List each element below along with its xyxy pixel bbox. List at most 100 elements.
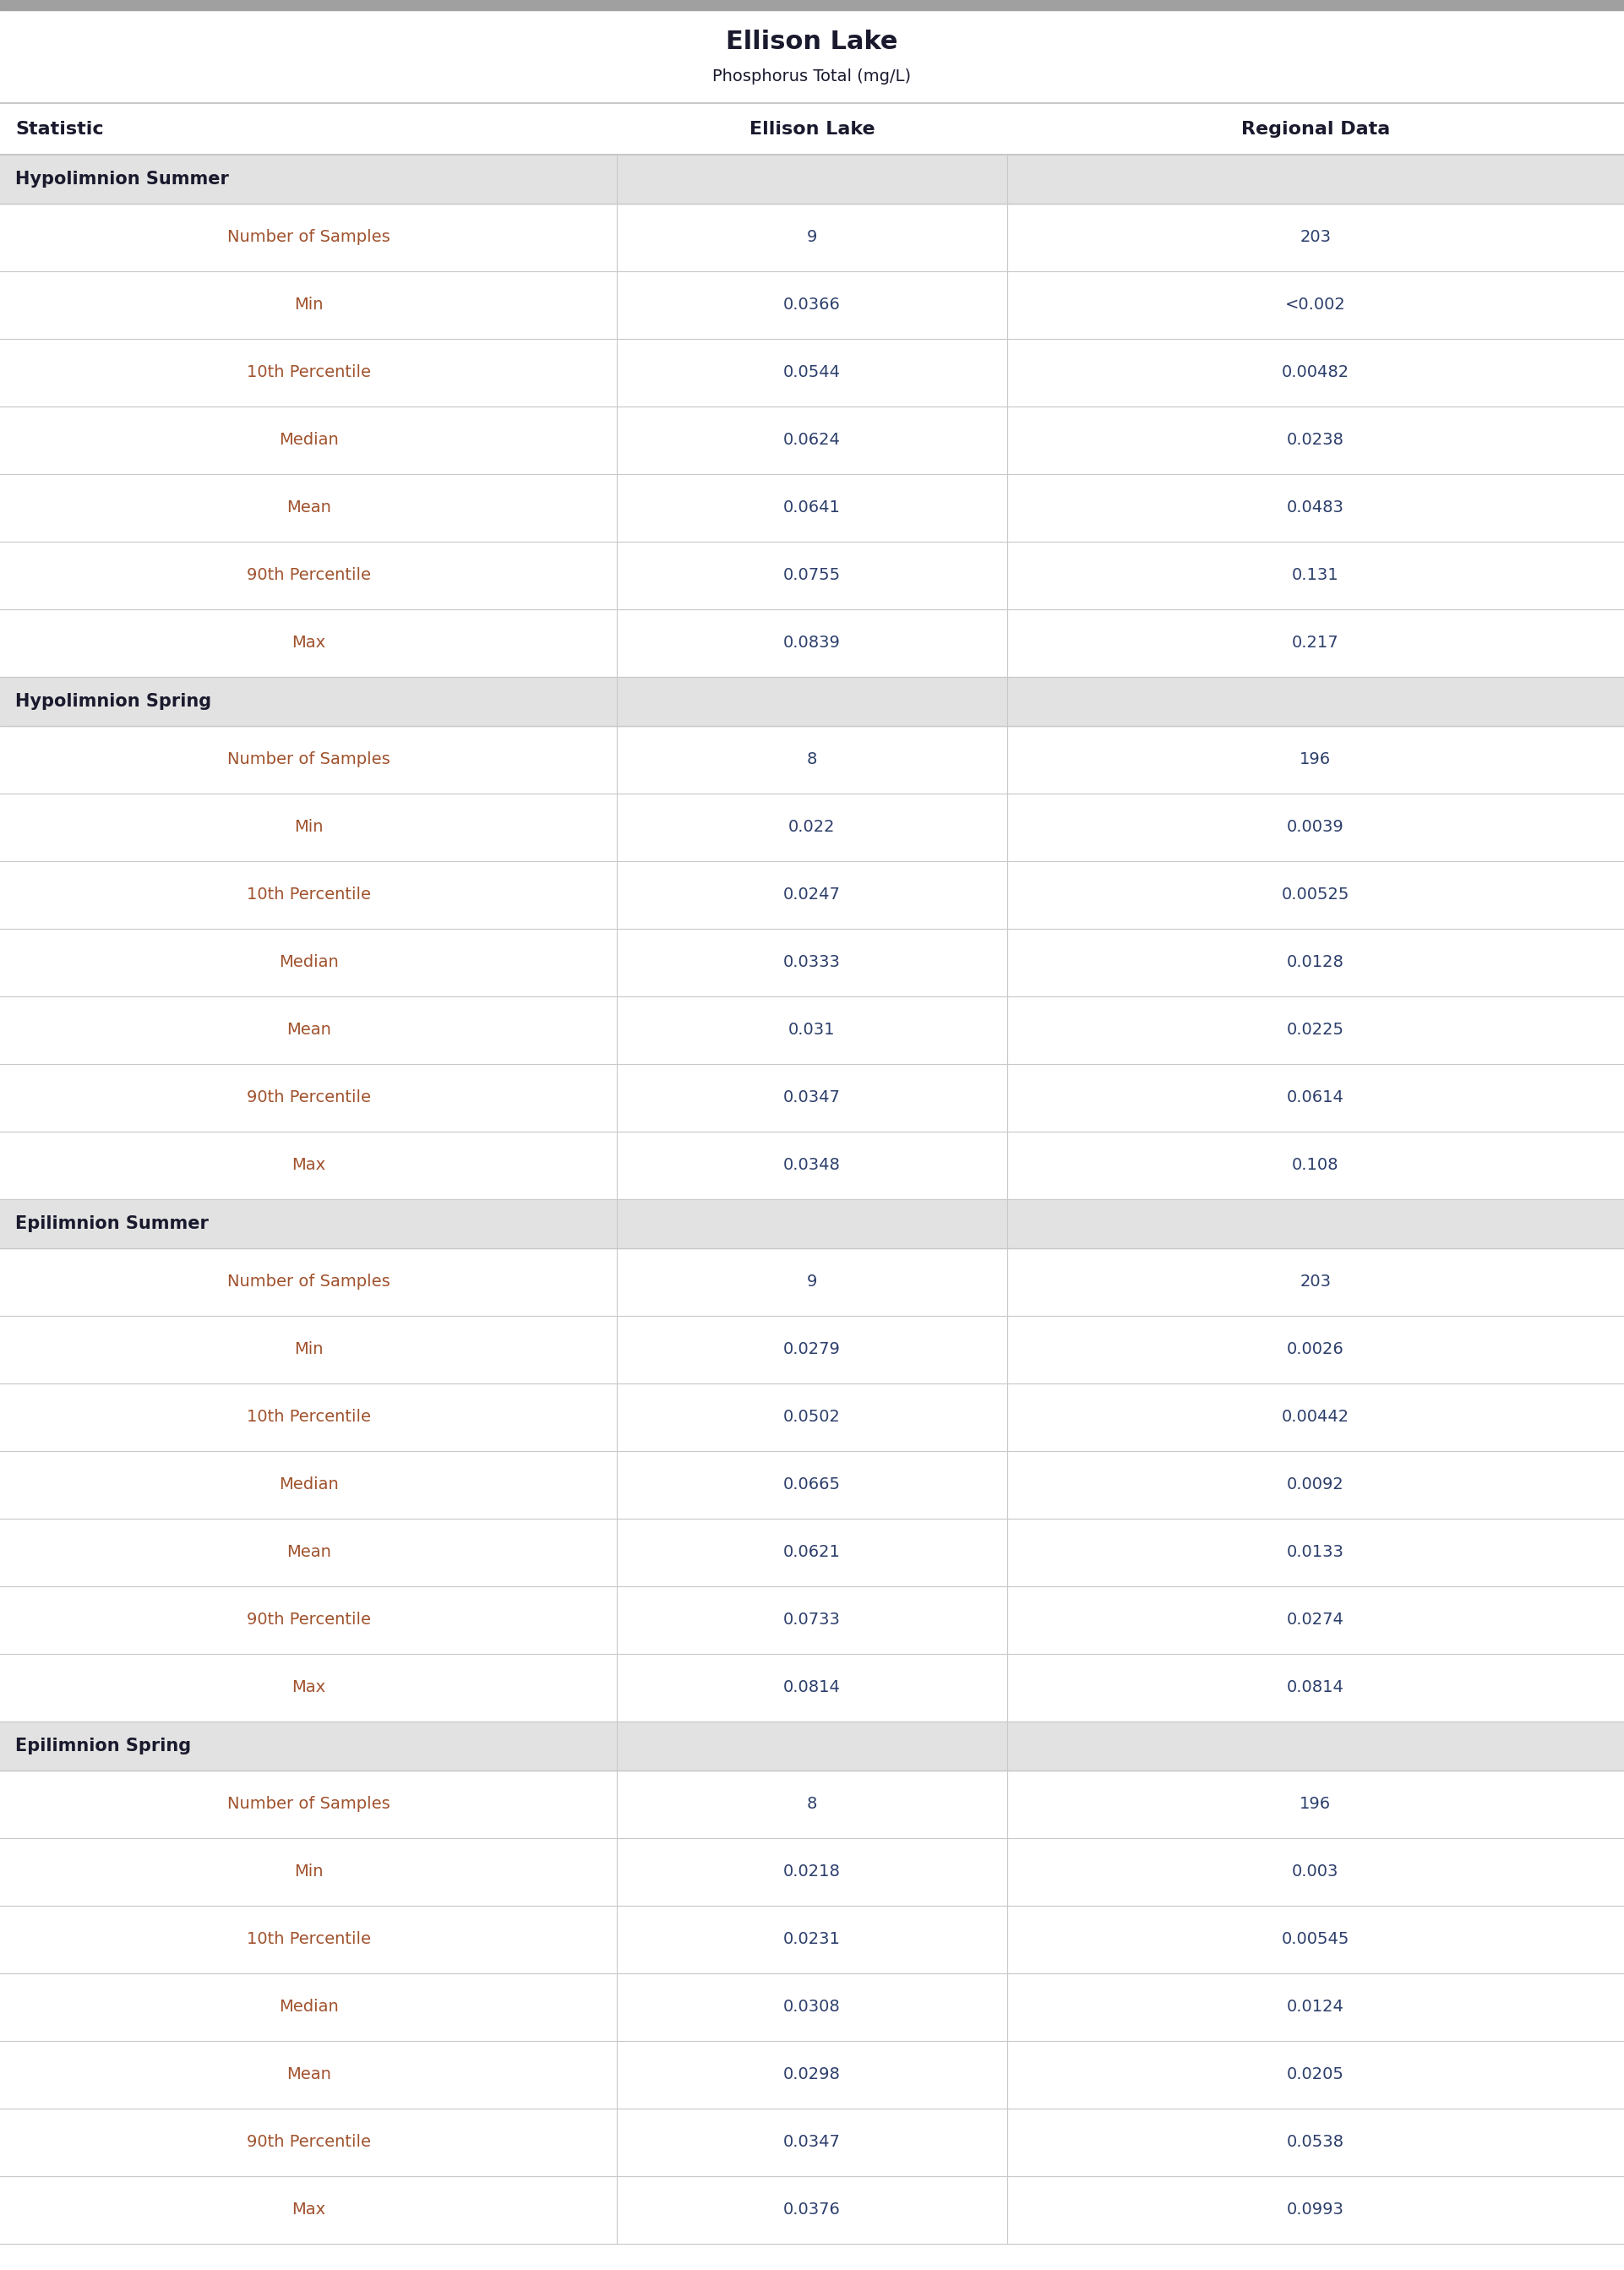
Text: Mean: Mean bbox=[286, 1022, 331, 1037]
Text: Mean: Mean bbox=[286, 499, 331, 515]
Text: 10th Percentile: 10th Percentile bbox=[247, 1932, 370, 1948]
Bar bbox=[0, 1382, 1624, 1451]
Text: 0.0839: 0.0839 bbox=[783, 636, 841, 651]
Text: 90th Percentile: 90th Percentile bbox=[247, 568, 370, 583]
Bar bbox=[0, 2177, 1624, 2243]
Bar bbox=[0, 1655, 1624, 1721]
Text: 0.0502: 0.0502 bbox=[783, 1410, 841, 1426]
Text: 0.0092: 0.0092 bbox=[1286, 1478, 1345, 1494]
Text: 0.217: 0.217 bbox=[1293, 636, 1338, 651]
Text: 0.0621: 0.0621 bbox=[783, 1544, 841, 1559]
Text: 0.0333: 0.0333 bbox=[783, 956, 841, 972]
Bar bbox=[0, 726, 1624, 794]
Text: 196: 196 bbox=[1299, 1796, 1332, 1811]
Text: 90th Percentile: 90th Percentile bbox=[247, 1090, 370, 1105]
Bar bbox=[0, 1133, 1624, 1199]
Text: Statistic: Statistic bbox=[15, 120, 104, 138]
Text: Min: Min bbox=[294, 1342, 323, 1357]
Text: 0.0205: 0.0205 bbox=[1286, 2066, 1345, 2084]
Text: 203: 203 bbox=[1299, 229, 1332, 245]
Text: Min: Min bbox=[294, 1864, 323, 1880]
Text: 0.0347: 0.0347 bbox=[783, 2134, 841, 2150]
Bar bbox=[0, 543, 1624, 608]
Bar bbox=[0, 204, 1624, 272]
Text: 0.0755: 0.0755 bbox=[783, 568, 841, 583]
Text: 0.0238: 0.0238 bbox=[1286, 431, 1345, 449]
Bar bbox=[0, 860, 1624, 928]
Text: Number of Samples: Number of Samples bbox=[227, 751, 390, 767]
Text: 9: 9 bbox=[807, 1273, 817, 1289]
Bar bbox=[0, 1519, 1624, 1587]
Bar bbox=[0, 1771, 1624, 1839]
Text: 0.031: 0.031 bbox=[789, 1022, 835, 1037]
Bar bbox=[0, 9, 1624, 102]
Text: Ellison Lake: Ellison Lake bbox=[726, 30, 898, 54]
Text: Hypolimnion Summer: Hypolimnion Summer bbox=[15, 170, 229, 188]
Text: Median: Median bbox=[279, 1478, 338, 1494]
Bar bbox=[0, 1451, 1624, 1519]
Text: 0.00482: 0.00482 bbox=[1281, 365, 1350, 381]
Bar bbox=[0, 928, 1624, 997]
Text: 0.0544: 0.0544 bbox=[783, 365, 841, 381]
Text: 0.0128: 0.0128 bbox=[1286, 956, 1345, 972]
Bar bbox=[0, 997, 1624, 1065]
Text: Max: Max bbox=[292, 1680, 325, 1696]
Text: Regional Data: Regional Data bbox=[1241, 120, 1390, 138]
Text: 0.131: 0.131 bbox=[1293, 568, 1338, 583]
Bar bbox=[0, 1199, 1624, 1249]
Text: 0.003: 0.003 bbox=[1293, 1864, 1338, 1880]
Bar bbox=[0, 676, 1624, 726]
Text: Epilimnion Summer: Epilimnion Summer bbox=[15, 1214, 208, 1233]
Text: Median: Median bbox=[279, 431, 338, 449]
Text: Max: Max bbox=[292, 1158, 325, 1174]
Text: 0.0348: 0.0348 bbox=[783, 1158, 841, 1174]
Bar bbox=[0, 2041, 1624, 2109]
Text: 0.0538: 0.0538 bbox=[1286, 2134, 1345, 2150]
Bar bbox=[0, 1587, 1624, 1655]
Text: 0.0026: 0.0026 bbox=[1286, 1342, 1345, 1357]
Text: 9: 9 bbox=[807, 229, 817, 245]
Text: 90th Percentile: 90th Percentile bbox=[247, 2134, 370, 2150]
Text: 0.0733: 0.0733 bbox=[783, 1612, 841, 1628]
Text: 0.0814: 0.0814 bbox=[783, 1680, 841, 1696]
Bar bbox=[0, 1973, 1624, 2041]
Text: 10th Percentile: 10th Percentile bbox=[247, 365, 370, 381]
Text: 0.0614: 0.0614 bbox=[1286, 1090, 1345, 1105]
Bar bbox=[0, 406, 1624, 474]
Text: 0.0279: 0.0279 bbox=[783, 1342, 841, 1357]
Text: 0.0624: 0.0624 bbox=[783, 431, 841, 449]
Text: 0.00545: 0.00545 bbox=[1281, 1932, 1350, 1948]
Bar bbox=[0, 154, 1624, 204]
Text: Ellison Lake: Ellison Lake bbox=[749, 120, 875, 138]
Text: 0.0247: 0.0247 bbox=[783, 888, 841, 903]
Text: 0.0483: 0.0483 bbox=[1286, 499, 1345, 515]
Text: 0.108: 0.108 bbox=[1293, 1158, 1338, 1174]
Bar bbox=[0, 338, 1624, 406]
Text: 0.0665: 0.0665 bbox=[783, 1478, 841, 1494]
Text: Max: Max bbox=[292, 2202, 325, 2218]
Text: Number of Samples: Number of Samples bbox=[227, 1273, 390, 1289]
Text: 0.0308: 0.0308 bbox=[783, 2000, 841, 2016]
Text: <0.002: <0.002 bbox=[1285, 297, 1346, 313]
Text: Max: Max bbox=[292, 636, 325, 651]
Bar bbox=[0, 104, 1624, 154]
Text: 0.0124: 0.0124 bbox=[1286, 2000, 1345, 2016]
Text: 0.00525: 0.00525 bbox=[1281, 888, 1350, 903]
Bar bbox=[0, 0, 1624, 9]
Text: Epilimnion Spring: Epilimnion Spring bbox=[15, 1737, 192, 1755]
Text: 0.0225: 0.0225 bbox=[1286, 1022, 1345, 1037]
Text: 0.0274: 0.0274 bbox=[1286, 1612, 1345, 1628]
Text: 0.00442: 0.00442 bbox=[1281, 1410, 1350, 1426]
Text: 0.0133: 0.0133 bbox=[1286, 1544, 1345, 1559]
Text: 0.0298: 0.0298 bbox=[783, 2066, 841, 2084]
Bar bbox=[0, 1317, 1624, 1382]
Text: 0.0347: 0.0347 bbox=[783, 1090, 841, 1105]
Bar bbox=[0, 272, 1624, 338]
Bar bbox=[0, 1249, 1624, 1317]
Text: 8: 8 bbox=[807, 751, 817, 767]
Text: Phosphorus Total (mg/L): Phosphorus Total (mg/L) bbox=[713, 68, 911, 84]
Bar bbox=[0, 1907, 1624, 1973]
Text: 10th Percentile: 10th Percentile bbox=[247, 888, 370, 903]
Text: Number of Samples: Number of Samples bbox=[227, 229, 390, 245]
Text: 0.0231: 0.0231 bbox=[783, 1932, 841, 1948]
